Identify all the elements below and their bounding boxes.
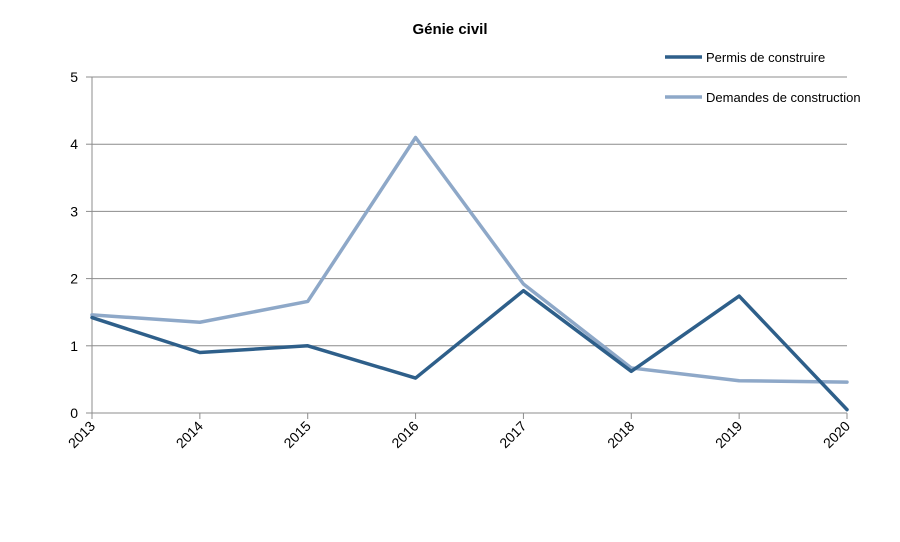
series-line-0	[90, 288, 849, 412]
y-tick-label: 1	[70, 338, 78, 354]
y-tick-label: 0	[70, 405, 78, 421]
chart-title: Génie civil	[412, 21, 487, 38]
y-tick-label: 5	[70, 69, 78, 85]
legend-label-0: Permis de construire	[706, 50, 825, 65]
y-tick-label: 4	[70, 136, 78, 152]
x-tick-label: 2019	[712, 418, 745, 451]
series-lines	[90, 135, 849, 412]
legend-label-1: Demandes de construction	[706, 90, 861, 105]
x-tick-label: 2016	[388, 418, 421, 451]
axes	[91, 77, 847, 414]
x-tick-label: 2018	[604, 418, 637, 451]
y-axis-ticks: 0 1 2 3 4 5	[70, 69, 92, 421]
x-tick-label: 2017	[496, 418, 529, 451]
x-tick-label: 2015	[280, 418, 313, 451]
series-line-1	[90, 135, 849, 384]
y-tick-label: 2	[70, 271, 78, 287]
legend: Permis de construire Demandes de construc…	[665, 50, 861, 105]
x-tick-label: 2020	[820, 418, 853, 451]
x-axis-ticks: 2013 2014 2015 2016 2017 2018 2019 2020	[65, 413, 853, 451]
y-tick-label: 3	[70, 203, 78, 219]
x-tick-label: 2014	[173, 418, 206, 451]
x-tick-label: 2013	[65, 418, 98, 451]
